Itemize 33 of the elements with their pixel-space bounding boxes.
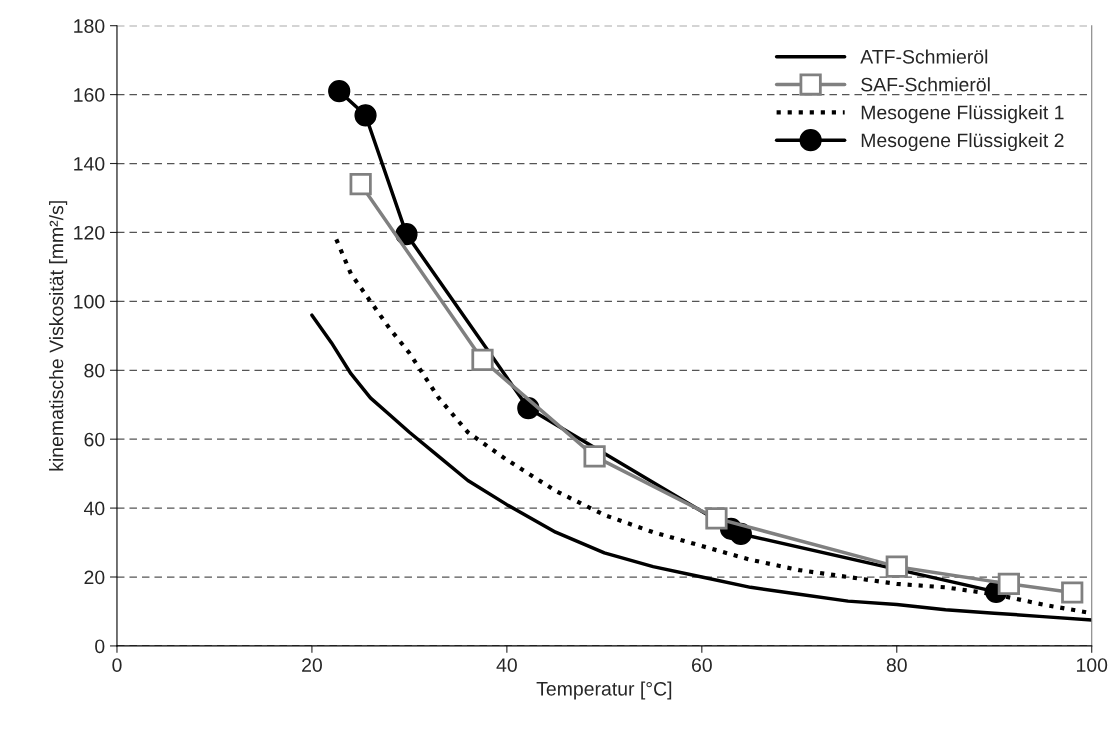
x-tick-label: 100: [1076, 658, 1108, 673]
y-tick-label: 60: [84, 432, 105, 447]
point: [354, 104, 377, 127]
point: [349, 173, 372, 196]
x-tick-label: 0: [112, 658, 122, 673]
y-tick-label: 120: [74, 225, 105, 240]
x-tick-label: 20: [302, 658, 322, 673]
point: [395, 223, 418, 246]
point: [328, 80, 351, 103]
y-tick-label: 160: [74, 88, 105, 102]
y-tick-label: 80: [84, 363, 105, 378]
point: [997, 572, 1020, 596]
y-tick-label: 40: [83, 501, 105, 516]
legend-label: Mesogene Flüssigkeit 1: [861, 105, 1064, 124]
y-tick-label: 100: [74, 294, 105, 309]
x-axis-title: Temperatur [°C]: [536, 681, 672, 700]
x-tick-label: 60: [691, 658, 712, 673]
point: [705, 507, 728, 530]
point: [471, 348, 494, 372]
x-tick-label: 80: [886, 658, 907, 673]
x-tick-label: 40: [496, 658, 517, 673]
line-series: [310, 313, 1092, 622]
y-tick-label: 20: [84, 570, 105, 585]
point: [583, 445, 606, 468]
y-tick-label: 140: [74, 156, 105, 171]
y-tick-label: 0: [95, 639, 105, 654]
y-axis-title: kinematische Viskosität [mm²/s]: [49, 201, 68, 471]
point: [885, 555, 908, 578]
point: [1061, 581, 1084, 604]
y-tick-label: 180: [74, 19, 105, 33]
legend-label: SAF-Schmieröl: [861, 77, 990, 92]
legend-label: ATF-Schmieröl: [860, 49, 988, 64]
legend-label: Mesogene Flüssigkeit 2: [861, 132, 1064, 152]
